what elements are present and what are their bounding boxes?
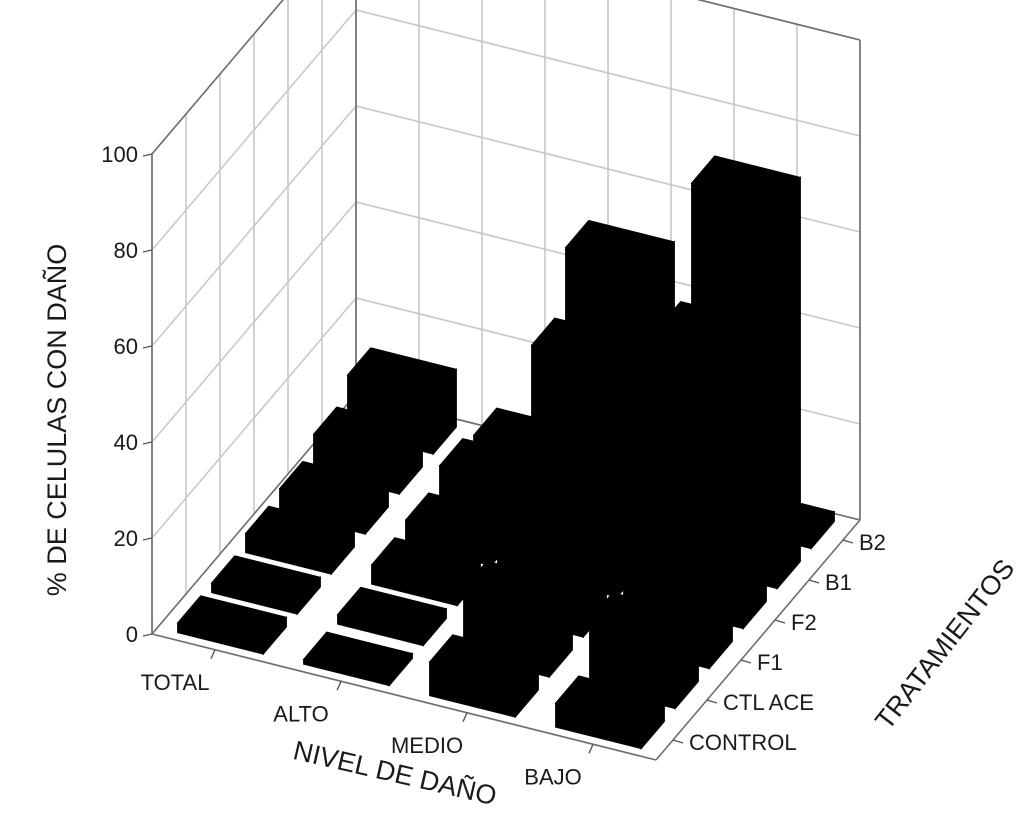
gridline-y-5 [151, 0, 861, 155]
z-axis-title: TRATAMIENTOS [869, 554, 1020, 736]
bar-alto-ctl-ace [336, 586, 448, 647]
y-tick-label: 40 [114, 430, 138, 455]
z-tick-label: F1 [757, 650, 783, 675]
z-tick-0 [672, 739, 684, 744]
chart-tick-labels: 0 20 40 60 80 100 TOTAL ALTO MEDIO BAJO CONTROL CTL… [101, 142, 886, 789]
z-tick-3 [774, 619, 786, 624]
x-tick-2 [462, 712, 468, 723]
y-tick-4 [142, 249, 153, 253]
bar-total-f2 [278, 460, 390, 536]
x-tick-label: ALTO [273, 701, 328, 726]
chart-bars [176, 155, 836, 750]
chart-frame-edge-5 [151, 633, 657, 761]
z-tick-label: B2 [859, 530, 886, 555]
chart-frame-edge-6 [655, 519, 861, 761]
bar-bajo-control [554, 675, 666, 750]
bar-total-control [176, 595, 288, 656]
z-tick-label: F2 [791, 610, 817, 635]
x-tick-label: BAJO [524, 764, 581, 789]
chart-frame-edge-4 [696, 0, 861, 41]
bar-total-f1 [244, 505, 356, 576]
y-tick-0 [142, 633, 153, 637]
y-axis-title: % DE CELULAS CON DAÑO [41, 244, 72, 597]
chart-ticks [142, 153, 854, 754]
y-tick-5 [142, 153, 153, 157]
x-tick-3 [588, 743, 594, 754]
y-tick-label: 0 [126, 622, 138, 647]
x-tick-1 [336, 680, 342, 691]
x-tick-0 [210, 649, 216, 660]
z-tick-4 [808, 579, 820, 584]
y-tick-label: 100 [101, 142, 138, 167]
y-tick-2 [142, 441, 153, 445]
y-tick-label: 60 [114, 334, 138, 359]
bar-alto-f1 [370, 537, 482, 607]
y-tick-label: 20 [114, 526, 138, 551]
bar-medio-control [428, 634, 540, 719]
y-tick-1 [142, 537, 153, 541]
z-tick-2 [740, 659, 752, 664]
y-tick-label: 80 [114, 238, 138, 263]
z-tick-label: CONTROL [689, 730, 797, 755]
x-tick-label: TOTAL [141, 670, 210, 695]
bar-bajo-ctl-ace [588, 592, 700, 710]
z-tick-1 [706, 699, 718, 704]
z-tick-5 [842, 539, 854, 544]
y-tick-3 [142, 345, 153, 349]
bar-alto-control [302, 631, 414, 687]
chart-frame-edge-3 [151, 0, 284, 155]
bar-total-ctl-ace [210, 555, 322, 616]
z-tick-label: B1 [825, 570, 852, 595]
z-tick-label: CTL ACE [723, 690, 814, 715]
x-tick-label: MEDIO [391, 733, 463, 758]
